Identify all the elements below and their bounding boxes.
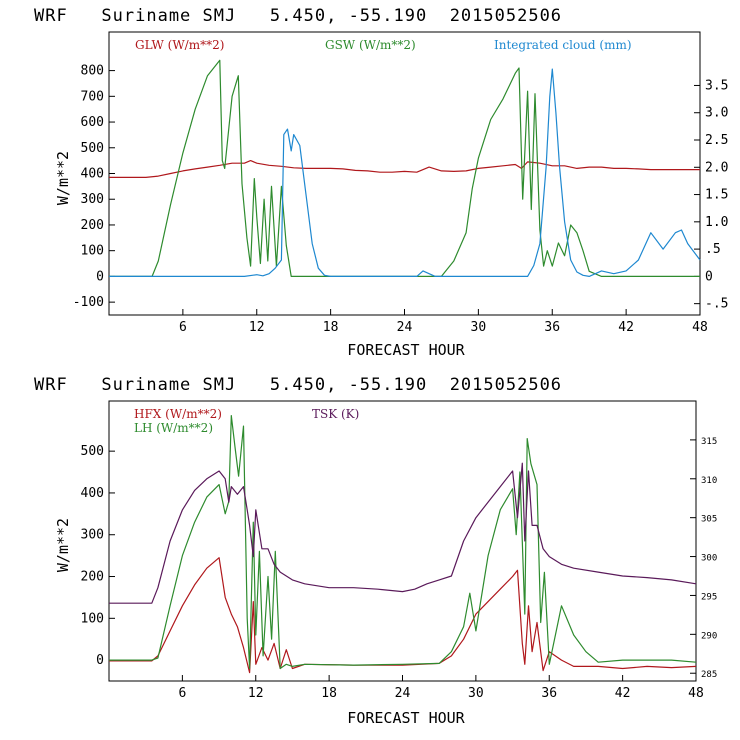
bottom-y-tick-label: 0 [96, 653, 104, 668]
bottom-y2-tick-label: 310 [701, 476, 717, 486]
top-y-tick-label: 400 [81, 167, 104, 182]
top-legend-gsw: GSW (W/m**2) [325, 38, 416, 52]
bottom-x-tick-label: 48 [688, 686, 704, 701]
top-chart-title: WRF Suriname SMJ 5.450, -55.190 20150525… [34, 6, 562, 26]
top-x-tick-label: 36 [544, 320, 560, 335]
bottom-y-tick-label: 400 [81, 486, 104, 501]
bottom-y-tick-label: 500 [81, 444, 104, 459]
bottom-x-tick-label: 18 [321, 686, 337, 701]
top-y-tick-label: -100 [73, 295, 104, 310]
top-y-axis-label: W/m**2 [54, 151, 72, 205]
top-x-tick-label: 48 [692, 320, 708, 335]
bottom-y2-tick-label: 295 [701, 592, 717, 602]
bottom-y2-tick-label: 285 [701, 670, 717, 680]
top-axis-ticks: 6 12 18 24 30 36 42 48 -100 0 100 200 300 400 500 600 70… [73, 64, 729, 335]
top-y-tick-label: 200 [81, 218, 104, 233]
top-y-tick-label: 700 [81, 89, 104, 104]
bottom-series-line-1 [109, 415, 697, 670]
top-y2-tick-label: .5 [705, 242, 721, 257]
top-y2-tick-label: -.5 [705, 297, 728, 312]
top-y-tick-label: 0 [96, 269, 104, 284]
bottom-y-tick-label: 100 [81, 611, 104, 626]
bottom-series-line-2 [109, 462, 697, 604]
bottom-y2-tick-label: 315 [701, 437, 717, 447]
bottom-chart: WRF Suriname SMJ 5.450, -55.190 20150525… [34, 375, 717, 727]
top-x-tick-label: 30 [471, 320, 487, 335]
top-x-tick-label: 24 [397, 320, 413, 335]
top-y-tick-label: 800 [81, 64, 104, 79]
top-legend-glw: GLW (W/m**2) [135, 38, 224, 52]
top-chart: WRF Suriname SMJ 5.450, -55.190 20150525… [34, 6, 728, 359]
top-series-group [109, 59, 701, 277]
top-y2-tick-label: 3.5 [705, 78, 728, 93]
bottom-chart-title: WRF Suriname SMJ 5.450, -55.190 20150525… [34, 375, 562, 395]
top-y2-tick-label: 2.5 [705, 133, 728, 148]
bottom-y2-tick-label: 290 [701, 631, 717, 641]
top-y-tick-label: 500 [81, 141, 104, 156]
bottom-x-tick-label: 36 [541, 686, 557, 701]
bottom-x-tick-label: 12 [248, 686, 264, 701]
top-y2-tick-label: 0 [705, 269, 713, 284]
bottom-y-axis-label: W/m**2 [54, 518, 72, 572]
bottom-x-tick-label: 42 [615, 686, 631, 701]
bottom-y-tick-label: 200 [81, 570, 104, 585]
top-x-tick-label: 6 [179, 320, 187, 335]
top-y2-tick-label: 1.5 [705, 188, 728, 203]
top-legend-cloud: Integrated cloud (mm) [494, 38, 632, 52]
bottom-plot-frame [108, 400, 697, 682]
bottom-x-tick-label: 6 [178, 686, 186, 701]
top-y-tick-label: 300 [81, 192, 104, 207]
bottom-legend-tsk: TSK (K) [312, 407, 359, 421]
top-y2-tick-label: 1.0 [705, 215, 728, 230]
top-x-axis-label: FORECAST HOUR [347, 341, 465, 359]
top-series-line-0 [109, 160, 700, 178]
top-y-tick-label: 600 [81, 115, 104, 130]
bottom-x-tick-label: 24 [395, 686, 411, 701]
top-x-tick-label: 12 [249, 320, 265, 335]
bottom-legend-lh: LH (W/m**2) [134, 421, 213, 435]
bottom-series-group [109, 415, 697, 674]
bottom-y-tick-label: 300 [81, 528, 104, 543]
top-y2-tick-label: 3.0 [705, 106, 728, 121]
top-y-tick-label: 100 [81, 244, 104, 259]
bottom-x-axis-label: FORECAST HOUR [347, 709, 465, 727]
bottom-axis-ticks: 6 12 18 24 30 36 42 48 0 100 200 300 400 500 285 290 295… [81, 437, 718, 701]
bottom-series-line-0 [109, 557, 697, 674]
top-x-tick-label: 42 [618, 320, 634, 335]
top-y2-tick-label: 2.0 [705, 160, 728, 175]
top-series-line-2 [109, 68, 701, 277]
bottom-y2-tick-label: 305 [701, 515, 717, 525]
top-x-tick-label: 18 [323, 320, 339, 335]
bottom-y2-tick-label: 300 [701, 554, 717, 564]
bottom-legend-hfx: HFX (W/m**2) [134, 407, 222, 421]
bottom-x-tick-label: 30 [468, 686, 484, 701]
